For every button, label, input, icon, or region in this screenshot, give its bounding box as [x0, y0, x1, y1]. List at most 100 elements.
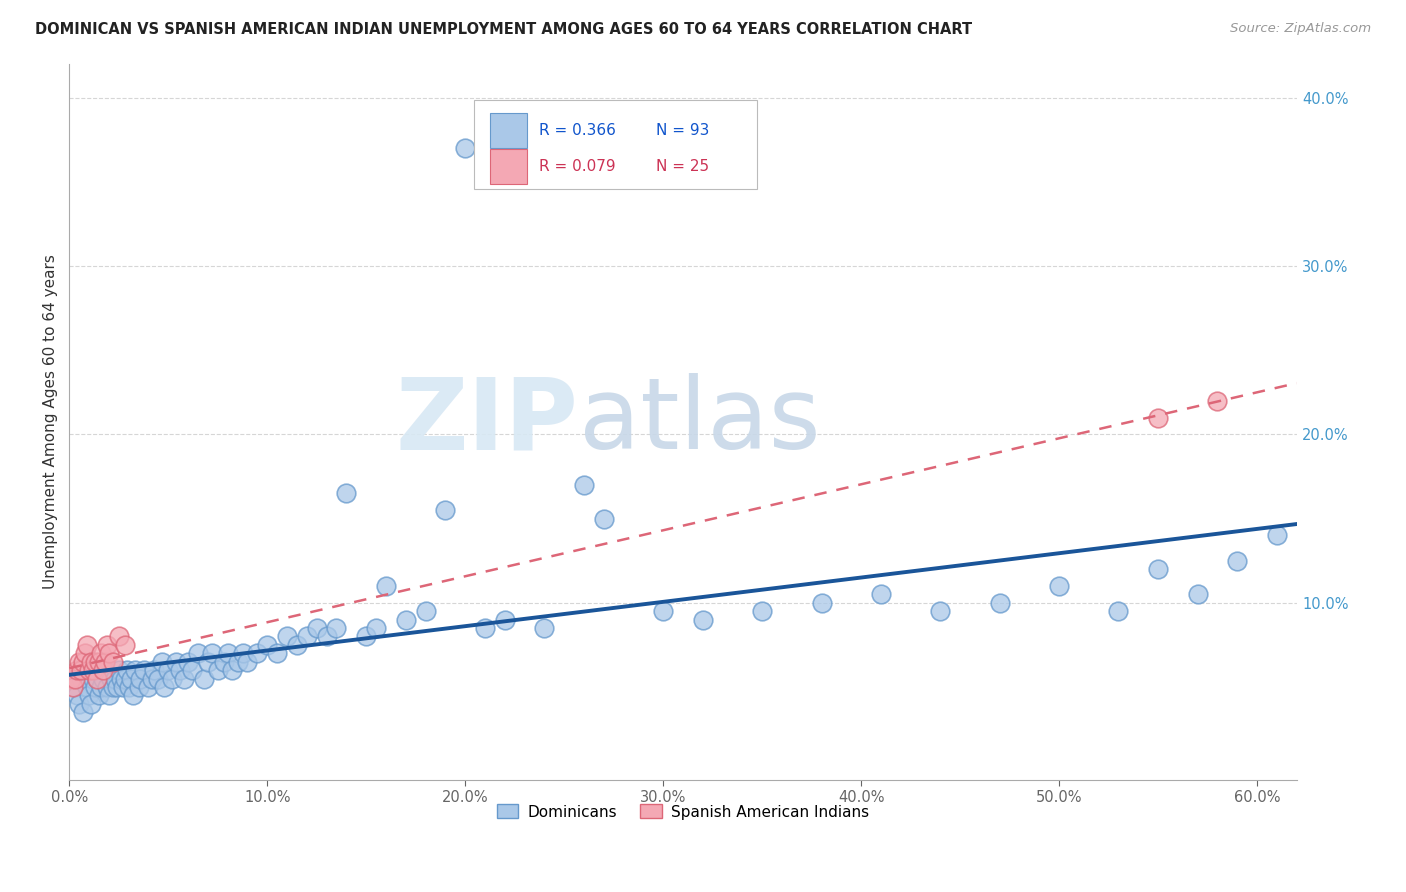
Point	[474, 621, 496, 635]
Point	[100, 672, 122, 686]
FancyBboxPatch shape	[491, 149, 527, 184]
Point	[120, 672, 142, 686]
Point	[72, 655, 94, 669]
Point	[84, 655, 107, 669]
Point	[1187, 587, 1209, 601]
Point	[107, 663, 129, 677]
Point	[236, 655, 259, 669]
Point	[1107, 604, 1129, 618]
Point	[1206, 393, 1229, 408]
Point	[91, 663, 114, 677]
Point	[1226, 554, 1249, 568]
Point	[96, 680, 118, 694]
Point	[375, 579, 398, 593]
Point	[364, 621, 387, 635]
Point	[305, 621, 328, 635]
Point	[94, 655, 117, 669]
Point	[104, 672, 127, 686]
Point	[91, 672, 114, 686]
Point	[295, 630, 318, 644]
Point	[70, 672, 93, 686]
Point	[226, 655, 249, 669]
Point	[395, 613, 418, 627]
Point	[84, 680, 107, 694]
Point	[86, 672, 108, 686]
Point	[187, 646, 209, 660]
FancyBboxPatch shape	[491, 113, 527, 148]
Point	[652, 604, 675, 618]
Point	[266, 646, 288, 660]
Text: N = 93: N = 93	[657, 123, 709, 138]
Point	[114, 672, 136, 686]
Point	[354, 630, 377, 644]
Point	[110, 672, 132, 686]
Point	[592, 511, 614, 525]
Point	[177, 655, 200, 669]
Point	[114, 638, 136, 652]
Point	[63, 672, 86, 686]
Point	[87, 655, 110, 669]
FancyBboxPatch shape	[474, 100, 756, 189]
Point	[929, 604, 952, 618]
Point	[232, 646, 254, 660]
Point	[335, 486, 357, 500]
Point	[256, 638, 278, 652]
Point	[572, 478, 595, 492]
Point	[75, 646, 97, 660]
Point	[67, 697, 90, 711]
Point	[77, 663, 100, 677]
Point	[153, 680, 176, 694]
Point	[134, 663, 156, 677]
Point	[1147, 562, 1170, 576]
Point	[94, 663, 117, 677]
Point	[1147, 410, 1170, 425]
Point	[80, 655, 103, 669]
Point	[107, 630, 129, 644]
Point	[197, 655, 219, 669]
Point	[97, 689, 120, 703]
Point	[810, 596, 832, 610]
Point	[169, 663, 191, 677]
Point	[434, 503, 457, 517]
Point	[101, 655, 124, 669]
Point	[285, 638, 308, 652]
Text: ZIP: ZIP	[395, 374, 579, 470]
Point	[82, 663, 104, 677]
Point	[141, 672, 163, 686]
Point	[90, 646, 112, 660]
Point	[115, 663, 138, 677]
Point	[692, 613, 714, 627]
Point	[129, 672, 152, 686]
Point	[76, 638, 98, 652]
Point	[157, 663, 180, 677]
Text: atlas: atlas	[579, 374, 820, 470]
Point	[90, 680, 112, 694]
Point	[276, 630, 298, 644]
Point	[138, 680, 160, 694]
Point	[533, 621, 555, 635]
Point	[82, 672, 104, 686]
Point	[117, 680, 139, 694]
Point	[143, 663, 166, 677]
Point	[76, 680, 98, 694]
Point	[63, 680, 86, 694]
Text: DOMINICAN VS SPANISH AMERICAN INDIAN UNEMPLOYMENT AMONG AGES 60 TO 64 YEARS CORR: DOMINICAN VS SPANISH AMERICAN INDIAN UNE…	[35, 22, 973, 37]
Point	[217, 646, 239, 660]
Point	[494, 613, 516, 627]
Point	[124, 663, 146, 677]
Point	[67, 655, 90, 669]
Text: R = 0.366: R = 0.366	[540, 123, 616, 138]
Point	[415, 604, 437, 618]
Point	[165, 655, 187, 669]
Point	[101, 680, 124, 694]
Point	[325, 621, 347, 635]
Point	[193, 672, 215, 686]
Text: R = 0.079: R = 0.079	[540, 159, 616, 174]
Point	[128, 680, 150, 694]
Point	[70, 663, 93, 677]
Point	[1047, 579, 1070, 593]
Point	[454, 141, 477, 155]
Point	[121, 689, 143, 703]
Point	[66, 663, 89, 677]
Point	[66, 689, 89, 703]
